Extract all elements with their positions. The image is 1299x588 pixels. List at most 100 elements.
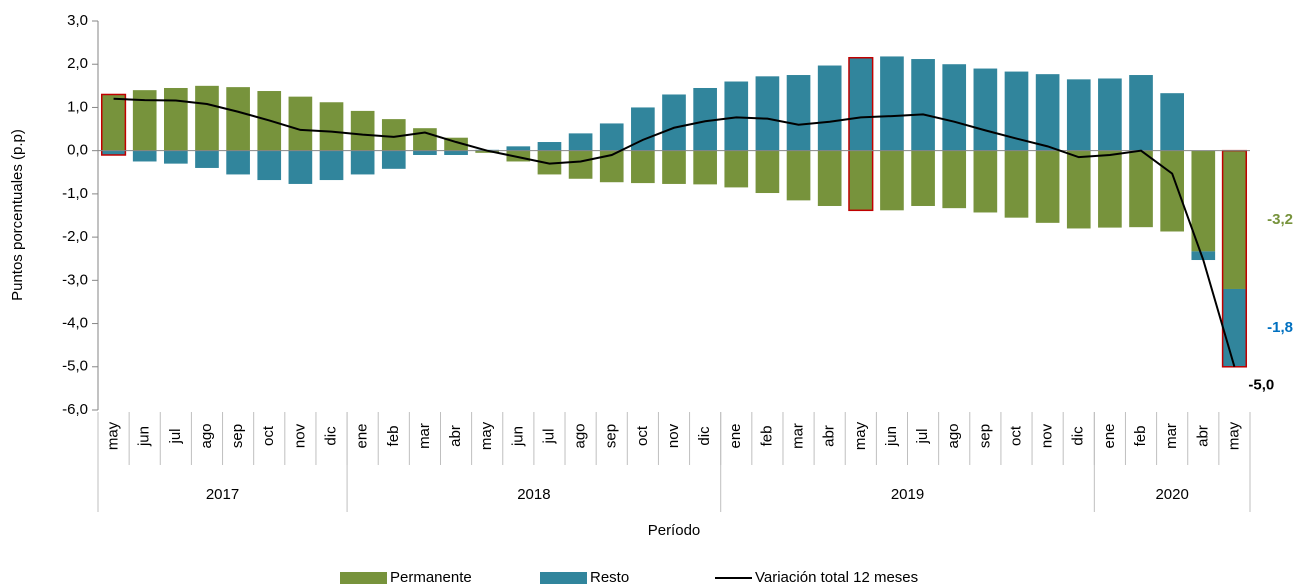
x-tick-label: abr bbox=[1194, 425, 1211, 447]
bar bbox=[724, 81, 749, 151]
y-tick-label: -2,0 bbox=[62, 228, 88, 245]
bar bbox=[848, 150, 873, 211]
bar bbox=[1004, 71, 1029, 151]
line bbox=[113, 97, 1236, 368]
x-tick-label: may bbox=[852, 421, 869, 450]
bar bbox=[101, 94, 126, 151]
bar bbox=[1129, 75, 1153, 151]
bar bbox=[568, 150, 593, 179]
x-tick-label: dic bbox=[322, 426, 339, 446]
legend-label: Permanente bbox=[390, 569, 472, 586]
bar bbox=[911, 150, 935, 206]
x-tick-label: sep bbox=[603, 424, 620, 448]
group-label: 2017 bbox=[206, 486, 239, 503]
x-axis-label: Período bbox=[648, 522, 701, 539]
bar bbox=[319, 150, 344, 181]
bar bbox=[817, 150, 842, 206]
x-tick-label: feb bbox=[1132, 426, 1149, 447]
y-tick-label: 0,0 bbox=[67, 142, 88, 159]
x-tick-label: may bbox=[1225, 421, 1242, 450]
y-tick-label: 3,0 bbox=[67, 12, 88, 29]
x-tick-label: ene bbox=[1101, 423, 1118, 448]
bar bbox=[1222, 150, 1247, 289]
x-tick-label: may bbox=[105, 421, 122, 450]
bar bbox=[1129, 150, 1153, 228]
bar bbox=[1066, 150, 1091, 229]
bar bbox=[506, 146, 531, 151]
bar bbox=[848, 57, 873, 151]
data-label: -3,2 bbox=[1267, 211, 1293, 228]
bar bbox=[381, 150, 406, 169]
bar bbox=[1035, 150, 1060, 223]
bar bbox=[599, 123, 624, 151]
y-tick-label: -5,0 bbox=[62, 358, 88, 375]
bar bbox=[164, 87, 188, 151]
y-tick-label: -4,0 bbox=[62, 315, 88, 332]
x-tick-label: sep bbox=[976, 424, 993, 448]
bar bbox=[506, 150, 531, 162]
bar bbox=[817, 65, 842, 151]
bar bbox=[1191, 251, 1216, 261]
bar bbox=[132, 90, 157, 151]
bar bbox=[662, 94, 686, 151]
bar bbox=[444, 150, 468, 155]
legend-swatch bbox=[340, 572, 387, 584]
bar bbox=[568, 133, 593, 151]
y-tick-label: 1,0 bbox=[67, 98, 88, 115]
group-label: 2019 bbox=[891, 486, 924, 503]
x-tick-label: jul bbox=[914, 428, 931, 444]
highlight-outline bbox=[848, 56, 874, 212]
bar bbox=[880, 56, 904, 151]
bar bbox=[1098, 78, 1122, 151]
legend-label: Resto bbox=[590, 569, 629, 586]
bar bbox=[132, 150, 157, 162]
bar bbox=[537, 142, 562, 151]
bar bbox=[381, 119, 406, 151]
bar bbox=[475, 150, 500, 153]
x-tick-label: sep bbox=[229, 424, 246, 448]
bar bbox=[755, 150, 780, 194]
bar bbox=[1222, 288, 1247, 367]
y-axis-label: Puntos porcentuales (p.p) bbox=[9, 129, 26, 301]
group-label: 2018 bbox=[517, 486, 550, 503]
bar bbox=[755, 76, 780, 151]
x-tick-label: jul bbox=[167, 428, 184, 444]
x-tick-label: nov bbox=[291, 423, 308, 448]
bar bbox=[693, 150, 717, 185]
x-tick-label: mar bbox=[416, 423, 433, 449]
bar bbox=[288, 150, 313, 184]
bar bbox=[911, 59, 935, 151]
x-tick-label: jul bbox=[540, 428, 557, 444]
x-tick-label: abr bbox=[447, 425, 464, 447]
y-tick-label: -3,0 bbox=[62, 271, 88, 288]
bar bbox=[942, 64, 967, 151]
data-label: -1,8 bbox=[1267, 319, 1293, 336]
bar bbox=[195, 85, 219, 151]
x-tick-label: nov bbox=[1039, 423, 1056, 448]
x-tick-label: ago bbox=[572, 423, 589, 448]
bar bbox=[1191, 150, 1216, 252]
x-tick-label: feb bbox=[758, 426, 775, 447]
bar bbox=[786, 150, 811, 201]
bar bbox=[880, 150, 904, 211]
x-tick-label: jun bbox=[883, 426, 900, 447]
bar bbox=[631, 107, 655, 151]
group-label: 2020 bbox=[1155, 486, 1188, 503]
bar bbox=[226, 150, 250, 175]
bar bbox=[1160, 150, 1184, 232]
x-tick-label: oct bbox=[260, 425, 277, 446]
x-tick-label: mar bbox=[1163, 423, 1180, 449]
x-tick-label: abr bbox=[821, 425, 838, 447]
bar bbox=[662, 150, 686, 184]
bar bbox=[599, 150, 624, 183]
bar bbox=[288, 96, 313, 151]
x-tick-label: oct bbox=[634, 425, 651, 446]
x-tick-label: nov bbox=[665, 423, 682, 448]
y-tick-label: -1,0 bbox=[62, 185, 88, 202]
bar bbox=[973, 150, 998, 213]
bar bbox=[226, 87, 250, 151]
x-tick-label: ago bbox=[945, 423, 962, 448]
bar bbox=[1004, 150, 1029, 218]
bar bbox=[942, 150, 967, 209]
bar bbox=[631, 150, 655, 184]
